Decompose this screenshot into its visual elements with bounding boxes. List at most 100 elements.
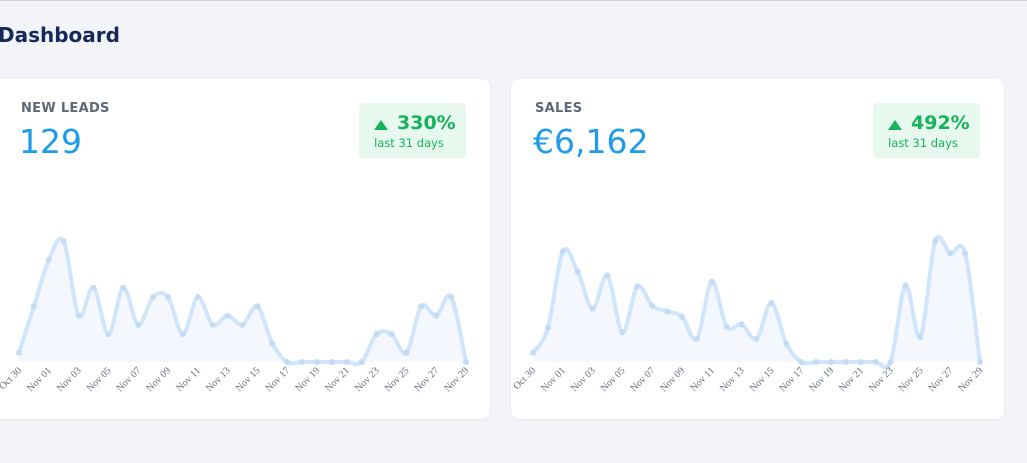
- point: [798, 359, 805, 365]
- sparkline: Oct 30 Nov 01 Nov 03 Nov 05 Nov 07 Nov 09 Nov …: [0, 236, 471, 394]
- x-tick-label: Nov 11: [688, 365, 717, 394]
- point: [649, 302, 656, 309]
- point: [299, 359, 306, 365]
- point: [120, 284, 127, 291]
- page-title: Dashboard: [0, 23, 120, 47]
- point: [90, 284, 97, 291]
- x-tick-label: Nov 17: [778, 365, 807, 394]
- point: [16, 349, 22, 356]
- card: NEW LEADS 129 330% last 31 days Oct 30 No…: [0, 79, 490, 419]
- point: [619, 329, 626, 336]
- point: [209, 321, 216, 328]
- card-value: €6,162: [533, 122, 649, 161]
- x-tick-label: Nov 27: [413, 365, 442, 394]
- point: [977, 359, 983, 365]
- point: [358, 359, 365, 365]
- x-tick-label: Oct 30: [0, 365, 24, 392]
- period: last 31 days: [374, 136, 444, 150]
- point: [723, 323, 730, 330]
- change-badge: 492% last 31 days: [873, 103, 980, 158]
- point: [917, 334, 924, 341]
- point: [165, 294, 171, 300]
- point: [828, 359, 834, 365]
- x-tick-label: Nov 25: [897, 365, 926, 394]
- point: [634, 283, 641, 290]
- x-tick-label: Nov 23: [867, 365, 896, 394]
- x-tick-label: Nov 11: [174, 365, 203, 394]
- point: [544, 324, 551, 331]
- point: [559, 248, 566, 255]
- point: [664, 308, 671, 315]
- point: [403, 349, 410, 356]
- x-tick-label: Nov 25: [383, 365, 412, 394]
- point: [932, 238, 939, 245]
- point: [902, 282, 909, 289]
- point: [284, 359, 291, 365]
- x-tick-label: Nov 29: [442, 365, 471, 394]
- change: 492%: [911, 112, 970, 134]
- x-tick-label: Oct 30: [511, 365, 538, 392]
- x-tick-label: Nov 09: [144, 365, 173, 394]
- point: [60, 238, 67, 245]
- area: [533, 236, 980, 368]
- x-tick-label: Nov 17: [264, 365, 293, 394]
- point: [589, 305, 596, 312]
- card-value: 129: [19, 122, 82, 161]
- point: [328, 359, 335, 365]
- point: [75, 312, 82, 319]
- x-tick-label: Nov 03: [55, 365, 84, 394]
- point: [738, 321, 745, 328]
- point: [105, 331, 112, 338]
- point: [314, 359, 320, 365]
- point: [887, 359, 894, 365]
- point: [448, 294, 455, 300]
- point: [343, 359, 350, 365]
- point: [768, 299, 775, 306]
- point: [857, 359, 864, 365]
- point: [813, 359, 820, 365]
- point: [388, 331, 395, 338]
- change-badge: 330% last 31 days: [359, 103, 466, 158]
- x-tick-label: Nov 15: [234, 365, 263, 394]
- point: [708, 278, 715, 285]
- point: [872, 359, 879, 365]
- point: [269, 340, 276, 347]
- x-tick-label: Nov 01: [25, 365, 54, 394]
- x-tick-label: Nov 21: [323, 365, 352, 394]
- point: [842, 359, 849, 365]
- sparkline: Oct 30 Nov 01 Nov 03 Nov 05 Nov 07 Nov 09 Nov …: [511, 234, 985, 394]
- x-tick-label: Nov 05: [599, 365, 628, 394]
- x-tick-label: Nov 07: [629, 365, 658, 394]
- x-tick-label: Nov 07: [115, 365, 144, 394]
- point: [530, 349, 536, 356]
- x-tick-label: Nov 19: [293, 365, 322, 394]
- x-tick-label: Nov 05: [85, 365, 114, 394]
- x-tick-label: Nov 03: [569, 365, 598, 394]
- point: [373, 331, 380, 338]
- up-arrow: [888, 120, 902, 130]
- point: [418, 303, 425, 310]
- point: [254, 303, 261, 310]
- x-tick-label: Nov 13: [718, 365, 747, 394]
- point: [194, 294, 201, 300]
- point: [753, 335, 760, 342]
- x-tick-label: Nov 15: [748, 365, 777, 394]
- change: 330%: [397, 112, 456, 134]
- point: [45, 256, 52, 263]
- point: [30, 303, 37, 310]
- x-tick-label: Nov 29: [956, 365, 985, 394]
- point: [150, 294, 157, 300]
- point: [574, 268, 581, 275]
- point: [135, 321, 142, 328]
- x-tick-label: Nov 21: [837, 365, 866, 394]
- point: [239, 321, 246, 328]
- point: [224, 312, 231, 319]
- x-tick-label: Nov 27: [927, 365, 956, 394]
- point: [693, 335, 700, 342]
- point: [783, 340, 790, 347]
- card-title: NEW LEADS: [21, 101, 110, 116]
- point: [947, 250, 954, 257]
- x-tick-label: Nov 23: [353, 365, 382, 394]
- point: [463, 359, 469, 365]
